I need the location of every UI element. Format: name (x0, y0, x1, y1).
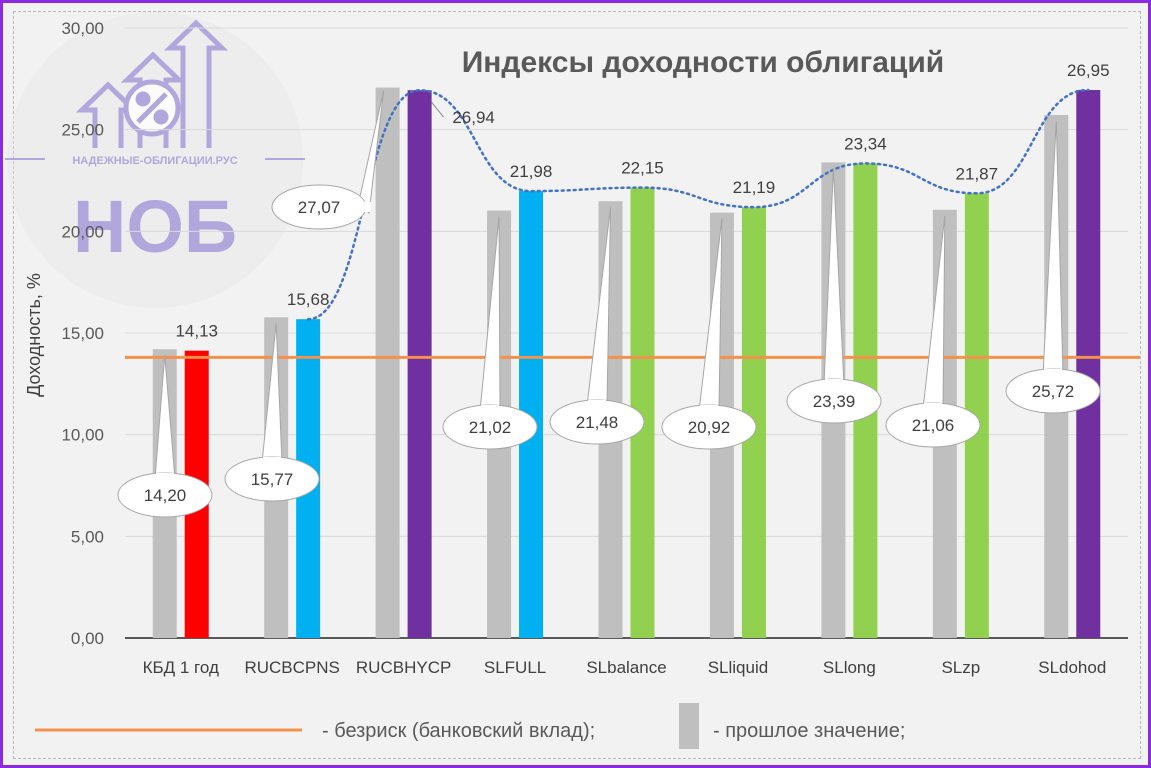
gridlines (125, 27, 1128, 639)
legend-previous-text: - прошлое значение; (713, 720, 905, 742)
y-axis-label: Доходность, % (24, 273, 44, 397)
legend: - безриск (банковский вклад); - прошлое … (35, 703, 905, 749)
callout-previous: 27,07 (271, 90, 385, 230)
callout-previous: 21,02 (442, 216, 538, 450)
data-label-previous: 20,92 (688, 418, 731, 437)
category-label: SLlong (823, 658, 876, 677)
legend-risk-free-text: - безриск (банковский вклад); (322, 720, 595, 742)
callout-previous: 25,72 (1005, 121, 1101, 414)
watermark-abbr-text: НОБ (73, 185, 237, 268)
data-label-current: 26,94 (452, 108, 495, 127)
y-axis-ticks: 0,00 5,00 10,00 15,00 20,00 25,00 30,00 (61, 19, 104, 648)
data-label-current: 22,15 (621, 159, 664, 178)
bar-current (407, 90, 432, 639)
callout-previous: 21,06 (885, 215, 981, 448)
callout-previous: 15,77 (224, 323, 320, 502)
y-tick-label: 30,00 (61, 19, 104, 38)
data-label-current: 15,68 (287, 290, 330, 309)
data-label-previous: 21,48 (576, 413, 619, 432)
category-label: SLzp (941, 658, 980, 677)
category-label: SLdohod (1038, 658, 1106, 677)
category-label: SLliquid (708, 658, 769, 677)
callout-previous: 21,48 (549, 207, 645, 445)
y-tick-label: 0,00 (71, 629, 104, 648)
data-label-current: 23,34 (844, 134, 887, 153)
bar-current (1076, 90, 1101, 639)
watermark-background (7, 12, 303, 308)
data-label-previous: 27,07 (298, 198, 341, 217)
category-label: КБД 1 год (143, 658, 219, 677)
data-label-previous: 23,39 (813, 392, 856, 411)
watermark-logo: НАДЕЖНЫЕ-ОБЛИГАЦИИ.РУС НОБ (5, 12, 305, 308)
bar-previous (375, 87, 400, 639)
data-label-previous: 15,77 (251, 470, 294, 489)
callout-previous: 14,20 (117, 355, 213, 518)
category-label: SLbalance (586, 658, 666, 677)
category-labels: КБД 1 год RUCBCPNS RUCBHYCP SLFULL SLbalance… (143, 658, 1107, 677)
y-tick-label: 20,00 (61, 222, 104, 241)
legend-previous-swatch (679, 703, 699, 749)
watermark-site-text: НАДЕЖНЫЕ-ОБЛИГАЦИИ.РУС (72, 155, 237, 167)
data-label-previous: 21,02 (469, 418, 512, 437)
data-label-previous: 21,06 (912, 416, 955, 435)
category-label: RUCBCPNS (244, 658, 339, 677)
data-label-previous: 25,72 (1032, 382, 1075, 401)
data-labels: 14,13 15,68 26,94 21,98 22,15 21,19 23,34 21,87… (117, 61, 1110, 518)
trend-line (306, 88, 1090, 321)
callout-previous: 23,39 (786, 168, 882, 424)
data-label-current: 21,19 (733, 178, 776, 197)
callout-previous: 20,92 (661, 218, 757, 450)
data-label-current: 14,13 (175, 322, 218, 341)
trend-dotted-line (306, 88, 1090, 321)
category-label: RUCBHYCP (356, 658, 451, 677)
y-tick-label: 15,00 (61, 324, 104, 343)
y-tick-label: 10,00 (61, 426, 104, 445)
y-tick-label: 25,00 (61, 121, 104, 140)
growth-arrows-icon (75, 19, 229, 148)
data-label-current: 21,98 (510, 162, 553, 181)
leader-line (431, 101, 445, 118)
data-label-previous: 14,20 (144, 486, 187, 505)
category-label: SLFULL (484, 658, 546, 677)
data-label-current: 21,87 (956, 164, 999, 183)
y-tick-label: 5,00 (71, 527, 104, 546)
chart-title: Индексы доходности облигаций (462, 46, 945, 79)
data-label-current: 26,95 (1067, 61, 1110, 80)
